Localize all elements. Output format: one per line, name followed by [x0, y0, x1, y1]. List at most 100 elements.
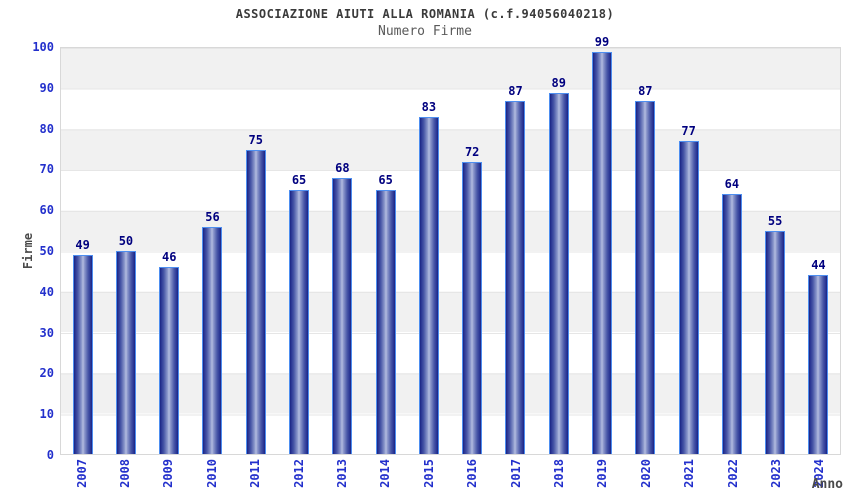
bar-value-label: 68 [335, 160, 350, 175]
bar-slot-2022: 64 [710, 48, 753, 454]
x-label-cell-2021: 2021 [667, 459, 710, 499]
bar-value-label: 72 [464, 144, 480, 159]
x-tick-label-2011: 2011 [248, 459, 263, 488]
x-label-cell-2022: 2022 [711, 459, 754, 499]
x-label-cell-2010: 2010 [190, 459, 233, 499]
y-tick-label-90: 90 [39, 80, 54, 95]
x-label-cell-2012: 2012 [277, 459, 320, 499]
bar-slot-2012: 65 [277, 48, 320, 454]
y-tick-label-30: 30 [39, 325, 54, 340]
bar-2021[interactable] [678, 141, 699, 454]
x-label-cell-2019: 2019 [581, 459, 624, 499]
bar-value-label: 89 [551, 75, 566, 90]
bar-slot-2013: 68 [321, 48, 364, 454]
x-label-cell-2008: 2008 [103, 459, 146, 499]
bar-2012[interactable] [289, 190, 310, 454]
bar-value-label: 99 [594, 35, 610, 50]
x-label-cell-2018: 2018 [537, 459, 580, 499]
y-tick-label-80: 80 [39, 121, 54, 136]
bar-2013[interactable] [332, 177, 353, 454]
y-tick-label-70: 70 [39, 162, 54, 177]
y-tick-label-100: 100 [32, 40, 54, 54]
bar-slot-2019: 99 [580, 35, 623, 454]
bar-2024[interactable] [808, 275, 829, 454]
x-label-cell-2023: 2023 [754, 459, 797, 499]
bar-value-label: 56 [205, 209, 220, 224]
bar-2007[interactable] [72, 255, 93, 454]
y-tick-label-40: 40 [39, 284, 54, 299]
bar-2014[interactable] [375, 190, 396, 454]
x-tick-label-2019: 2019 [595, 459, 610, 488]
x-label-cell-2016: 2016 [451, 459, 494, 499]
x-label-cell-2014: 2014 [364, 459, 407, 499]
y-axis-title: Firme [21, 232, 35, 270]
bar-value-label: 65 [291, 173, 307, 188]
x-axis-labels: 2007 2008 2009 2010 2011 2012 2013 2014 2015 2016… [60, 459, 841, 499]
x-label-cell-2017: 2017 [494, 459, 537, 499]
y-tick-label-50: 50 [39, 244, 54, 258]
x-tick-label-2021: 2021 [682, 459, 697, 488]
bar-value-label: 83 [421, 100, 437, 115]
chart-title: ASSOCIAZIONE AIUTI ALLA ROMANIA (c.f.940… [235, 7, 615, 21]
bar-2017[interactable] [505, 100, 526, 454]
bar-2020[interactable] [635, 100, 656, 454]
bar-slot-2021: 77 [667, 48, 710, 454]
x-tick-label-2014: 2014 [378, 459, 393, 488]
bar-value-label: 50 [118, 234, 134, 248]
x-tick-label-2007: 2007 [74, 459, 89, 488]
bar-value-label: 64 [724, 177, 740, 192]
x-label-cell-2009: 2009 [147, 459, 190, 499]
y-tick-label-60: 60 [39, 203, 54, 218]
y-tick-label-10: 10 [39, 407, 54, 422]
bar-slot-2014: 65 [364, 48, 407, 454]
x-tick-label-2010: 2010 [204, 459, 219, 488]
x-tick-label-2017: 2017 [508, 459, 523, 488]
x-tick-label-2020: 2020 [638, 459, 653, 488]
bar-slot-2011: 75 [234, 48, 277, 454]
x-axis-title: Anno [811, 477, 843, 492]
y-tick-label-20: 20 [39, 366, 54, 381]
bar-2023[interactable] [765, 230, 786, 454]
x-tick-label-2018: 2018 [551, 459, 566, 488]
bar-value-label: 75 [248, 132, 263, 147]
bar-slot-2018: 89 [537, 48, 580, 454]
x-label-cell-2007: 2007 [60, 459, 103, 499]
bar-slot-2023: 55 [754, 48, 797, 454]
x-tick-label-2009: 2009 [161, 459, 176, 488]
x-label-cell-2013: 2013 [320, 459, 363, 499]
chart-subtitle: Numero Firme [378, 24, 472, 39]
bar-value-label: 55 [767, 213, 783, 228]
bars-layer: 49 50 46 56 75 65 68 65 83 72 87 89 99 87 77 64 55 44 [61, 35, 840, 454]
plot-area: 49 50 46 56 75 65 68 65 83 72 87 89 99 87 77 64 55 44 [60, 35, 841, 455]
bar-slot-2009: 46 [148, 48, 191, 454]
bar-2009[interactable] [159, 267, 180, 454]
bar-2022[interactable] [721, 194, 742, 454]
x-tick-label-2016: 2016 [465, 459, 480, 488]
x-tick-label-2013: 2013 [335, 459, 350, 488]
x-tick-label-2008: 2008 [118, 459, 133, 488]
bar-slot-2015: 83 [407, 48, 450, 454]
bar-2011[interactable] [245, 149, 266, 454]
x-tick-label-2022: 2022 [725, 459, 740, 488]
x-tick-label-2015: 2015 [421, 459, 436, 488]
bar-2018[interactable] [548, 92, 569, 454]
bar-value-label: 77 [681, 124, 696, 139]
bar-value-label: 65 [378, 173, 393, 188]
bar-value-label: 46 [161, 250, 177, 265]
bar-slot-2017: 87 [494, 48, 537, 454]
bar-slot-2010: 56 [191, 48, 234, 454]
x-label-cell-2020: 2020 [624, 459, 667, 499]
bar-2008[interactable] [115, 251, 136, 454]
bar-slot-2008: 50 [104, 48, 147, 454]
bar-value-label: 44 [811, 258, 826, 273]
bar-value-label: 49 [75, 238, 90, 253]
bar-2015[interactable] [418, 117, 439, 454]
bar-2019[interactable] [592, 52, 613, 454]
bar-slot-2024: 44 [797, 48, 840, 454]
bar-2016[interactable] [462, 161, 483, 454]
bar-2010[interactable] [202, 226, 223, 454]
bar-value-label: 87 [508, 83, 523, 98]
x-label-cell-2015: 2015 [407, 459, 450, 499]
bar-value-label: 87 [638, 83, 653, 98]
